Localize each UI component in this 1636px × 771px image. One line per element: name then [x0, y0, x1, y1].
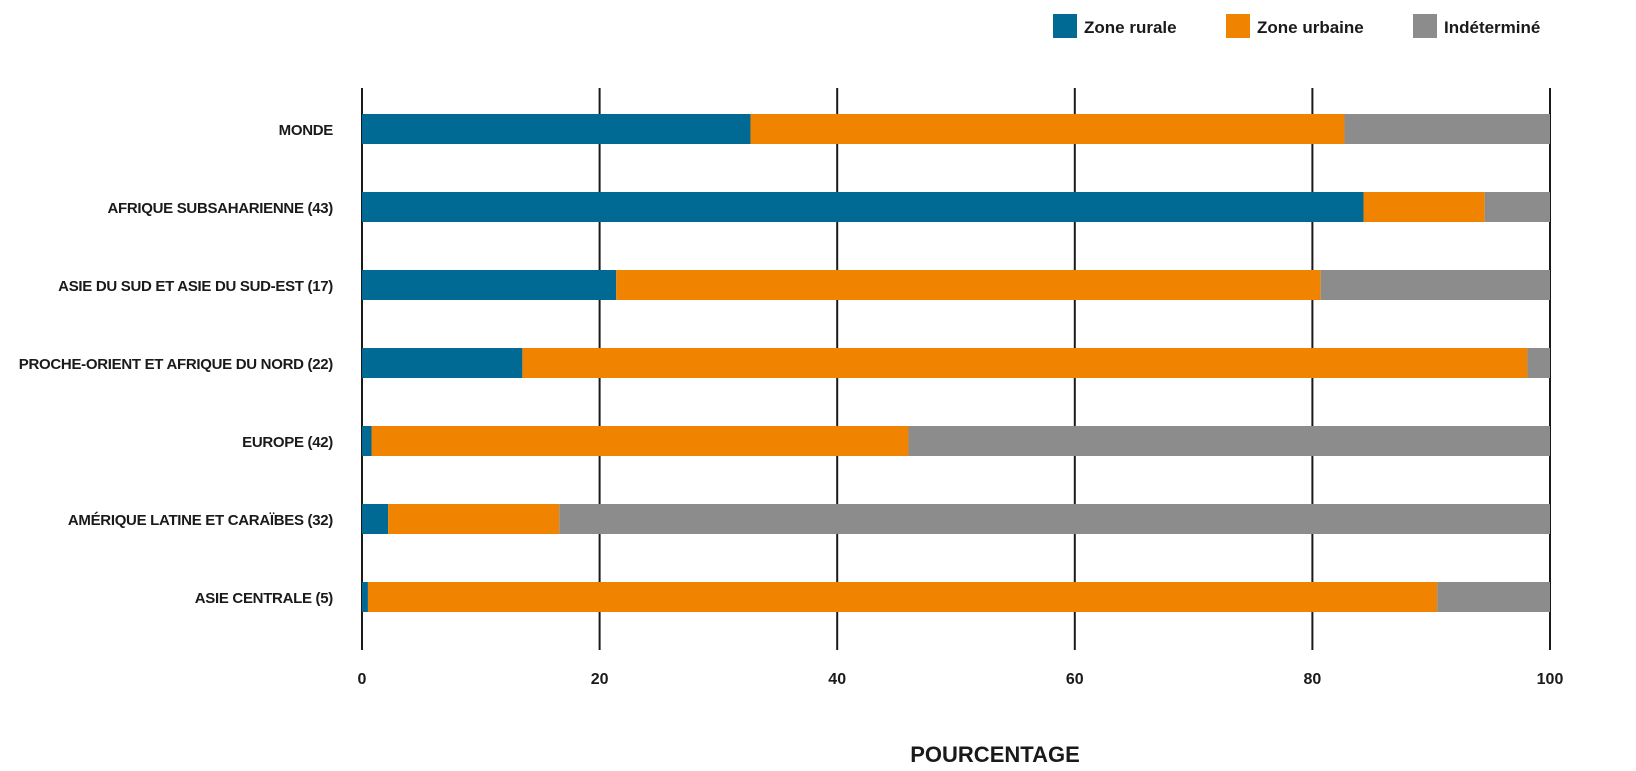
- bar-zone-rurale-amerique-latine-et-caraibes-32: [362, 504, 389, 534]
- bar-zone-rurale-europe-42: [362, 426, 372, 456]
- bar-zone-urbaine-asie-centrale-5: [367, 582, 1438, 612]
- bar-zone-rurale-afrique-subsaharienne-43: [362, 192, 1364, 222]
- legend-swatch-indetermine: [1413, 14, 1437, 38]
- bars: [362, 114, 1550, 612]
- legend-swatch-zone-urbaine: [1226, 14, 1250, 38]
- x-tick-label-100: 100: [1537, 671, 1564, 688]
- bar-zone-urbaine-asie-du-sud-et-asie-du-sud-est-17: [616, 270, 1321, 300]
- x-tick-label-80: 80: [1304, 671, 1322, 688]
- bar-zone-rurale-proche-orient-et-afrique-du-nord-22: [362, 348, 523, 378]
- bar-indetermine-proche-orient-et-afrique-du-nord-22: [1527, 348, 1550, 378]
- bar-zone-urbaine-monde: [750, 114, 1345, 144]
- bar-indetermine-asie-du-sud-et-asie-du-sud-est-17: [1320, 270, 1550, 300]
- bar-indetermine-europe-42: [908, 426, 1550, 456]
- bar-zone-rurale-monde: [362, 114, 751, 144]
- legend: Zone rurale Zone urbaine Indéterminé: [1053, 14, 1540, 38]
- category-label-monde: MONDE: [279, 122, 334, 139]
- bar-indetermine-asie-centrale-5: [1437, 582, 1550, 612]
- category-label-amerique-latine-et-caraibes-32: AMÉRIQUE LATINE ET CARAÏBES (32): [68, 512, 333, 529]
- bar-indetermine-monde: [1344, 114, 1550, 144]
- legend-swatch-zone-rurale: [1053, 14, 1077, 38]
- bar-indetermine-amerique-latine-et-caraibes-32: [559, 504, 1550, 534]
- x-tick-label-40: 40: [828, 671, 846, 688]
- legend-label-indetermine: Indéterminé: [1444, 18, 1540, 37]
- category-label-asie-du-sud-et-asie-du-sud-est-17: ASIE DU SUD ET ASIE DU SUD-EST (17): [58, 278, 333, 295]
- legend-label-zone-urbaine: Zone urbaine: [1257, 18, 1364, 37]
- x-axis-title: POURCENTAGE: [910, 742, 1080, 767]
- bar-zone-rurale-asie-du-sud-et-asie-du-sud-est-17: [362, 270, 617, 300]
- category-label-proche-orient-et-afrique-du-nord-22: PROCHE-ORIENT ET AFRIQUE DU NORD (22): [19, 356, 333, 373]
- legend-label-zone-rurale: Zone rurale: [1084, 18, 1177, 37]
- bar-zone-rurale-asie-centrale-5: [362, 582, 368, 612]
- category-label-asie-centrale-5: ASIE CENTRALE (5): [195, 590, 334, 607]
- category-labels: MONDE AFRIQUE SUBSAHARIENNE (43) ASIE DU S…: [19, 122, 334, 607]
- category-label-afrique-subsaharienne-43: AFRIQUE SUBSAHARIENNE (43): [107, 200, 333, 217]
- bar-zone-urbaine-afrique-subsaharienne-43: [1363, 192, 1485, 222]
- x-tick-label-0: 0: [358, 671, 367, 688]
- category-label-europe-42: EUROPE (42): [242, 434, 333, 451]
- x-tick-labels: 0 20 40 60 80 100: [358, 671, 1564, 688]
- x-tick-label-60: 60: [1066, 671, 1084, 688]
- bar-zone-urbaine-amerique-latine-et-caraibes-32: [388, 504, 560, 534]
- x-tick-label-20: 20: [591, 671, 609, 688]
- bar-indetermine-afrique-subsaharienne-43: [1484, 192, 1550, 222]
- bar-zone-urbaine-europe-42: [371, 426, 909, 456]
- bar-zone-urbaine-proche-orient-et-afrique-du-nord-22: [522, 348, 1528, 378]
